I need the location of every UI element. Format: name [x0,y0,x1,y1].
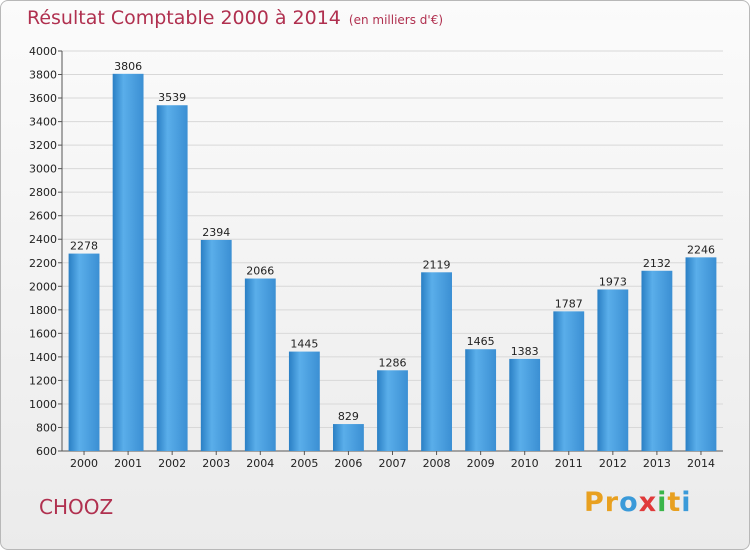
axes: 600 800 1000 1200 1400 1600 1800 2000 2200 2400 26… [29,45,723,470]
logo-letter: x [638,487,658,518]
bar [509,358,541,451]
bar-value-label: 829 [338,410,359,423]
bar-value-label: 2278 [70,240,98,253]
x-tick-label: 2013 [643,457,671,470]
y-tick-label: 800 [36,421,57,434]
y-tick-label: 1200 [29,374,57,387]
bar-value-label: 2394 [202,226,230,239]
y-tick-label: 1800 [29,304,57,317]
bar [421,272,452,451]
x-tick-label: 2005 [290,457,318,470]
bar [333,424,364,451]
bar [553,311,585,451]
bar-value-label: 2132 [643,257,671,270]
x-tick-label: 2014 [687,457,715,470]
y-tick-label: 1400 [29,351,57,364]
logo-letter: i [657,487,668,518]
bar [597,289,629,451]
logo-letter: i [681,487,692,518]
commune-name: CHOOZ [39,495,114,519]
bar-value-label: 3806 [114,60,142,73]
bar-value-label: 1286 [379,356,407,369]
bar [377,370,408,451]
bar-value-label: 1445 [290,338,318,351]
x-tick-label: 2007 [379,457,407,470]
bar [685,257,717,451]
bar-value-label: 1383 [511,345,539,358]
y-tick-label: 3800 [29,69,57,82]
bar-value-label: 1787 [555,297,583,310]
chart-title-block: Résultat Comptable 2000 à 2014 (en millie… [27,7,443,29]
y-tick-label: 3000 [29,163,57,176]
bar-value-label: 2119 [423,258,451,271]
y-tick-label: 1600 [29,327,57,340]
bar-value-label: 2246 [687,243,715,256]
y-tick-label: 2200 [29,257,57,270]
x-tick-label: 2009 [467,457,495,470]
bar-value-label: 2066 [246,265,274,278]
bars [68,73,717,451]
y-tick-label: 4000 [29,45,57,58]
logo-letter: P [584,487,605,518]
bar [200,239,232,451]
chart-unit: (en milliers d'€) [348,13,444,27]
x-tick-label: 2003 [202,457,230,470]
x-tick-label: 2012 [599,457,627,470]
x-tick-label: 2000 [70,457,98,470]
x-tick-label: 2006 [334,457,362,470]
x-tick-label: 2001 [114,457,142,470]
logo-letter: t [667,487,682,518]
bar [288,351,320,451]
y-tick-label: 2000 [29,280,57,293]
y-tick-label: 3400 [29,116,57,129]
y-tick-label: 600 [36,445,57,458]
y-tick-label: 3200 [29,139,57,152]
bar-value-label: 1465 [467,335,495,348]
y-tick-label: 2600 [29,210,57,223]
bar [244,278,276,451]
bar [68,253,100,451]
y-tick-label: 1000 [29,398,57,411]
logo-letter: o [619,487,639,518]
bar [641,270,673,451]
bar [465,349,497,451]
bar [112,73,144,451]
x-tick-label: 2008 [423,457,451,470]
y-tick-label: 3600 [29,92,57,105]
proxiti-logo: Proxiti [584,487,692,518]
bar-value-label: 3539 [158,91,186,104]
x-tick-label: 2004 [246,457,274,470]
x-tick-label: 2011 [555,457,583,470]
y-tick-label: 2800 [29,186,57,199]
logo-letter: r [604,487,620,518]
bar-value-labels: 2278 3806 3539 2394 2066 1445 829 1286 2119 1465 1… [70,60,715,423]
chart-title: Résultat Comptable 2000 à 2014 [27,7,341,29]
bar [156,105,188,451]
y-tick-label: 2400 [29,233,57,246]
bar-value-label: 1973 [599,275,627,288]
x-tick-label: 2010 [511,457,539,470]
x-tick-label: 2002 [158,457,186,470]
